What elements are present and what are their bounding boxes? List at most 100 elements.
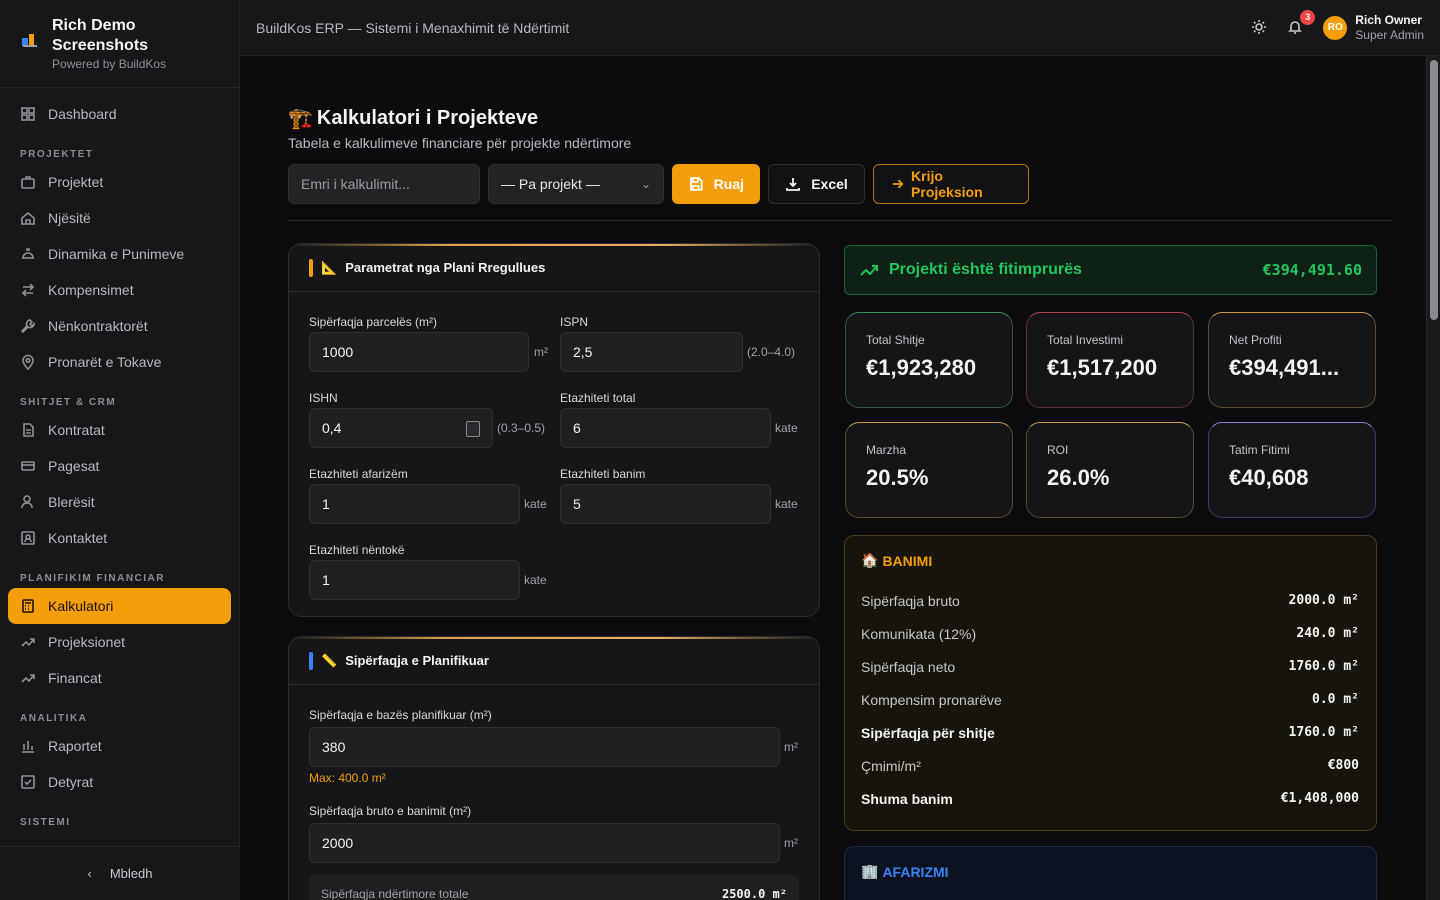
ishn-value: 0,4 <box>322 420 342 436</box>
parcel-area-label: Sipërfaqja parcelës (m²) <box>309 315 438 329</box>
floors-underground-input[interactable]: 1 <box>309 560 520 600</box>
number-stepper[interactable] <box>466 421 480 437</box>
hard-hat-icon <box>22 248 34 259</box>
kpi-label: Total Investimi <box>1047 333 1124 347</box>
floors-total-input[interactable]: 6 <box>560 408 771 448</box>
sidebar-item-label: Kontaktet <box>48 530 108 546</box>
kpi-net-profiti: Net Profiti €394,491... <box>1208 312 1376 408</box>
sidebar-item-label: Projeksionet <box>48 634 126 650</box>
sidebar-item-nenkontraktoret[interactable]: Nënkontraktorët <box>8 308 231 344</box>
summary-value: 1760.0 m² <box>1288 725 1359 740</box>
ishn-input[interactable]: 0,4 <box>309 408 493 448</box>
scrollbar-thumb[interactable] <box>1430 60 1438 320</box>
excel-button[interactable]: Excel <box>768 164 865 204</box>
total-area-row: Sipërfaqja ndërtimore totale 2500.0 m² <box>309 875 799 900</box>
bell-icon <box>1288 20 1303 34</box>
summary-value: 0.0 m² <box>1312 692 1359 707</box>
user-name: Rich Owner <box>1355 12 1422 27</box>
user-icon <box>21 495 33 509</box>
crane-icon: 🏗️ <box>288 108 313 130</box>
gross-res-label: Sipërfaqja bruto e banimit (m²) <box>309 804 472 818</box>
base-area-max: Max: 400.0 m² <box>309 771 386 785</box>
main-content: 🏗️ Kalkulatori i Projekteve Tabela e kal… <box>240 56 1426 900</box>
brand-subtitle: Powered by BuildKos <box>52 57 167 71</box>
ishn-label: ISHN <box>309 391 338 405</box>
summary-key: Çmimi/m² <box>861 758 921 774</box>
summary-row: Çmimi/m² €800 <box>861 758 1359 774</box>
sidebar-item-label: Kalkulatori <box>48 598 114 614</box>
kpi-value: €1,923,280 <box>866 355 977 380</box>
theme-toggle-button[interactable] <box>1251 19 1269 37</box>
calc-name-input[interactable]: Emri i kalkulimit... <box>288 164 480 204</box>
project-select[interactable]: — Pa projekt — ⌄ <box>488 164 664 204</box>
kpi-marzha: Marzha 20.5% <box>845 422 1013 518</box>
afarizmi-title: 🏢 AFARIZMI <box>861 863 949 880</box>
sidebar-item-label: Njësitë <box>48 210 91 226</box>
kpi-value: €1,517,200 <box>1047 355 1158 380</box>
summary-key: Sipërfaqja për shitje <box>861 725 995 741</box>
sidebar-item-kontratat[interactable]: Kontratat <box>8 412 231 448</box>
user-menu[interactable]: RO Rich Owner Super Admin <box>1323 13 1424 43</box>
floors-business-label: Etazhiteti afarizëm <box>309 467 408 481</box>
sidebar-item-pagesat[interactable]: Pagesat <box>8 448 231 484</box>
notification-badge: 3 <box>1300 9 1316 25</box>
sidebar-item-financat[interactable]: Financat <box>8 660 231 696</box>
gross-res-input[interactable]: 2000 <box>309 823 780 863</box>
sidebar-item-label: Kontratat <box>48 422 105 438</box>
collapse-button[interactable]: ‹ Mbledh <box>0 846 240 900</box>
base-area-unit: m² <box>784 740 798 754</box>
summary-row: Komunikata (12%) 240.0 m² <box>861 626 1359 642</box>
sidebar-item-bleresit[interactable]: Blerësit <box>8 484 231 520</box>
brand[interactable]: Rich Demo Screenshots Powered by BuildKo… <box>0 0 239 88</box>
sidebar-item-dashboard[interactable]: Dashboard <box>8 96 231 132</box>
sidebar-item-pronaret[interactable]: Pronarët e Tokave <box>8 344 231 380</box>
create-projection-button[interactable]: Krijo Projeksion <box>873 164 1029 204</box>
header-title: BuildKos ERP — Sistemi i Menaxhimit të N… <box>256 19 570 36</box>
ispn-input[interactable]: 2,5 <box>560 332 743 372</box>
sidebar-item-projeksionet[interactable]: Projeksionet <box>8 624 231 660</box>
sun-icon <box>1252 19 1267 34</box>
triangle-ruler-icon: 📐 <box>321 259 338 275</box>
sidebar-item-kontaktet[interactable]: Kontaktet <box>8 520 231 556</box>
page-title: 🏗️ Kalkulatori i Projekteve <box>288 106 631 131</box>
sidebar-item-raportet[interactable]: Raportet <box>8 728 231 764</box>
home-icon <box>21 211 35 225</box>
kpi-label: Total Shitje <box>866 333 925 347</box>
sidebar-item-kalkulatori[interactable]: Kalkulatori <box>8 588 231 624</box>
page-title-text: Kalkulatori i Projekteve <box>316 107 539 129</box>
accent-bar <box>309 651 313 670</box>
sidebar-item-detyrat[interactable]: Detyrat <box>8 764 231 800</box>
kpi-value: 20.5% <box>866 465 929 490</box>
summary-row: Sipërfaqja bruto 2000.0 m² <box>861 593 1359 609</box>
save-button[interactable]: Ruaj <box>672 164 760 204</box>
floors-business-input[interactable]: 1 <box>309 484 520 524</box>
sidebar-item-dinamika[interactable]: Dinamika e Punimeve <box>8 236 231 272</box>
sidebar-item-label: Pronarët e Tokave <box>48 354 162 370</box>
summary-row: Sipërfaqja neto 1760.0 m² <box>861 659 1359 675</box>
notifications-button[interactable]: 3 <box>1287 9 1316 37</box>
summary-key: Sipërfaqja neto <box>861 659 956 675</box>
profit-banner: Projekti është fitimprurës €394,491.60 <box>844 245 1377 295</box>
page-subtitle: Tabela e kalkulimeve financiare për proj… <box>288 135 632 151</box>
arrows-exchange-icon <box>21 283 35 297</box>
sidebar-item-projektet[interactable]: Projektet <box>8 164 231 200</box>
summary-value: €800 <box>1327 758 1359 773</box>
summary-key: Shuma banim <box>861 791 953 807</box>
main-scrollbar[interactable] <box>1426 56 1440 900</box>
planned-area-panel: 📏 Sipërfaqja e Planifikuar Sipërfaqja e … <box>288 636 820 900</box>
sidebar-item-label: Dinamika e Punimeve <box>48 246 185 262</box>
arrow-right-icon <box>892 179 904 189</box>
params-panel: 📐 Parametrat nga Plani Rregullues Sipërf… <box>288 243 820 617</box>
params-panel-title: Parametrat nga Plani Rregullues <box>345 260 546 275</box>
sidebar-item-label: Financat <box>48 670 102 686</box>
base-area-input[interactable]: 380 <box>309 727 780 767</box>
parcel-area-input[interactable]: 1000 <box>309 332 529 372</box>
summary-value: 240.0 m² <box>1296 626 1359 641</box>
divider <box>288 220 1392 221</box>
sidebar-item-kompensimet[interactable]: Kompensimet <box>8 272 231 308</box>
office-building-icon: 🏢 <box>861 863 879 879</box>
section-shitjet: SHITJET & CRM <box>20 397 117 408</box>
sidebar-item-njesite[interactable]: Njësitë <box>8 200 231 236</box>
summary-row: Kompensim pronarëve 0.0 m² <box>861 692 1359 708</box>
floors-residential-input[interactable]: 5 <box>560 484 771 524</box>
